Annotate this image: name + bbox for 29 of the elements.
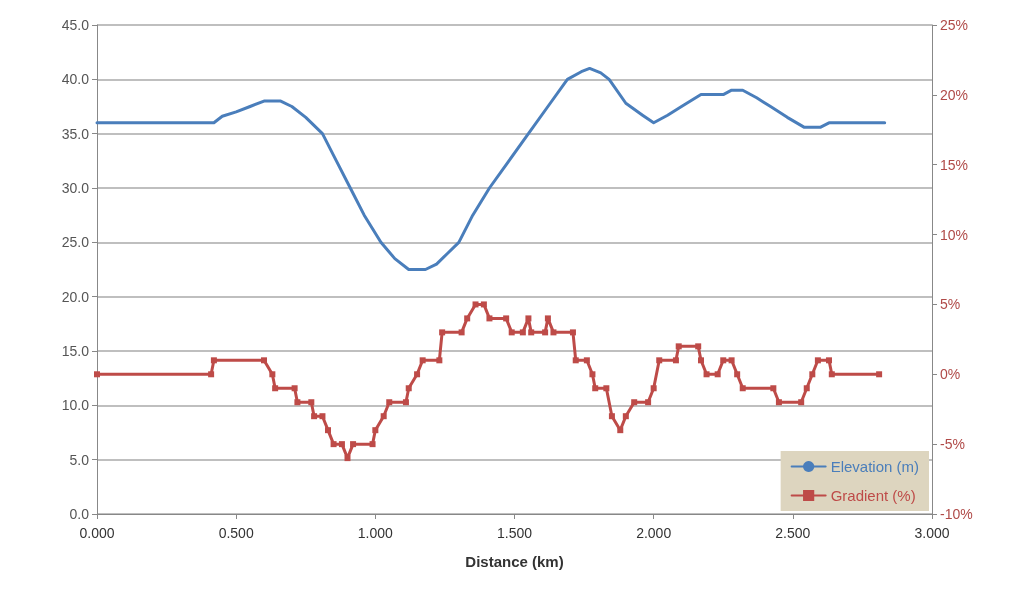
y-tick-label: 10.0 <box>61 397 90 414</box>
y-tick-label: 45.0 <box>61 17 90 33</box>
x-tick-label: 0.500 <box>218 525 254 541</box>
y2-tick-label: 15% <box>940 156 969 173</box>
x-tick-label: 2.500 <box>775 525 811 541</box>
y-tick-label: 25.0 <box>61 234 90 251</box>
y-tick-label: 40.0 <box>61 71 90 88</box>
x-tick-label: 1.500 <box>496 525 533 541</box>
y-tick-label: 5.0 <box>69 451 90 468</box>
y2-tick-label: 10% <box>940 226 969 243</box>
y2-tick-label: 20% <box>940 86 969 103</box>
y2-tick-label: 5% <box>940 296 961 313</box>
legend-label: Gradient (%) <box>830 487 916 504</box>
x-tick-label: 2.000 <box>636 525 672 541</box>
x-tick-label: 0.000 <box>79 525 115 541</box>
y-tick-label: 20.0 <box>61 288 90 305</box>
y2-tick-label: -10% <box>940 506 973 522</box>
x-axis-title: Distance (km) <box>465 553 564 570</box>
y2-tick-label: 25% <box>940 17 969 33</box>
y2-tick-label: -5% <box>940 436 965 453</box>
y-tick-label: 35.0 <box>61 125 90 142</box>
y-tick-label: 0.0 <box>69 506 90 522</box>
y-tick-label: 15.0 <box>61 343 90 359</box>
x-tick-label: 1.000 <box>357 525 394 541</box>
line-series <box>95 66 887 271</box>
x-tick-label: 3.000 <box>914 525 950 541</box>
y-tick-label: 30.0 <box>61 180 90 196</box>
y2-tick-label: 0% <box>940 366 961 383</box>
legend-label: Elevation (m) <box>830 458 919 475</box>
